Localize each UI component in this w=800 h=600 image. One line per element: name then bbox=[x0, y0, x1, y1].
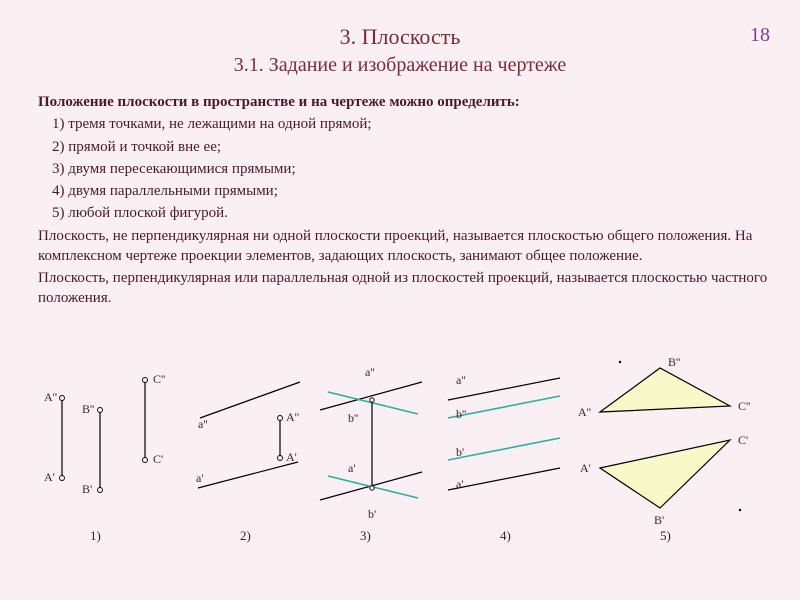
list-item: 3) двумя пересекающимися прямыми; bbox=[38, 159, 778, 179]
svg-text:B'': B'' bbox=[668, 355, 680, 369]
list-item: 4) двумя параллельными прямыми; bbox=[38, 181, 778, 201]
svg-text:a': a' bbox=[456, 477, 464, 491]
svg-text:a'': a'' bbox=[198, 417, 208, 431]
svg-text:b'': b'' bbox=[348, 411, 358, 425]
paragraph: Плоскость, не перпендикулярная ни одной … bbox=[38, 226, 778, 267]
paragraph: Плоскость, перпендикулярная или параллел… bbox=[38, 268, 778, 309]
svg-text:C'': C'' bbox=[738, 399, 750, 413]
chapter-title: 3. Плоскость bbox=[0, 24, 800, 50]
svg-text:b': b' bbox=[368, 507, 376, 521]
svg-text:A': A' bbox=[286, 450, 297, 464]
svg-text:C': C' bbox=[738, 433, 748, 447]
diagrams-svg: A'' A' B'' B' C'' C' a'' a' A'' A' a'' b'' a' b' a'… bbox=[0, 340, 800, 600]
intro-line: Положение плоскости в пространстве и на … bbox=[38, 94, 520, 110]
svg-text:a': a' bbox=[348, 461, 356, 475]
list-item: 5) любой плоской фигурой. bbox=[38, 203, 778, 223]
svg-text:b'': b'' bbox=[456, 407, 466, 421]
svg-text:a'': a'' bbox=[365, 365, 375, 379]
svg-text:3): 3) bbox=[360, 528, 371, 543]
list-item: 2) прямой и точкой вне ее; bbox=[38, 137, 778, 157]
svg-text:4): 4) bbox=[500, 528, 511, 543]
svg-text:b': b' bbox=[456, 445, 464, 459]
svg-text:2): 2) bbox=[240, 528, 251, 543]
figure-2: a'' a' A'' A' bbox=[196, 382, 300, 488]
figure-3: a'' b'' a' b' bbox=[320, 365, 422, 521]
svg-text:5): 5) bbox=[660, 528, 671, 543]
svg-text:A'': A'' bbox=[286, 410, 299, 424]
figure-5: A'' B'' C'' A' C' B' bbox=[578, 355, 750, 527]
svg-text:A'': A'' bbox=[578, 405, 591, 419]
figure-4: a'' b'' b' a' bbox=[448, 373, 560, 491]
svg-text:a': a' bbox=[196, 471, 204, 485]
svg-text:C': C' bbox=[153, 452, 163, 466]
svg-text:a'': a'' bbox=[456, 373, 466, 387]
body-text: Положение плоскости в пространстве и на … bbox=[38, 92, 778, 311]
svg-text:A'': A'' bbox=[44, 390, 57, 404]
svg-text:1): 1) bbox=[90, 528, 101, 543]
svg-text:A': A' bbox=[44, 470, 55, 484]
list-item: 1) тремя точками, не лежащими на одной п… bbox=[38, 114, 778, 134]
figure-captions: 1) 2) 3) 4) 5) bbox=[90, 528, 671, 543]
section-title: 3.1. Задание и изображение на чертеже bbox=[0, 54, 800, 77]
svg-text:A': A' bbox=[580, 461, 591, 475]
svg-text:B'': B'' bbox=[82, 402, 94, 416]
svg-text:B': B' bbox=[654, 513, 664, 527]
figure-1: A'' A' B'' B' C'' C' bbox=[44, 372, 165, 496]
svg-text:B': B' bbox=[82, 482, 92, 496]
svg-text:C'': C'' bbox=[153, 372, 165, 386]
